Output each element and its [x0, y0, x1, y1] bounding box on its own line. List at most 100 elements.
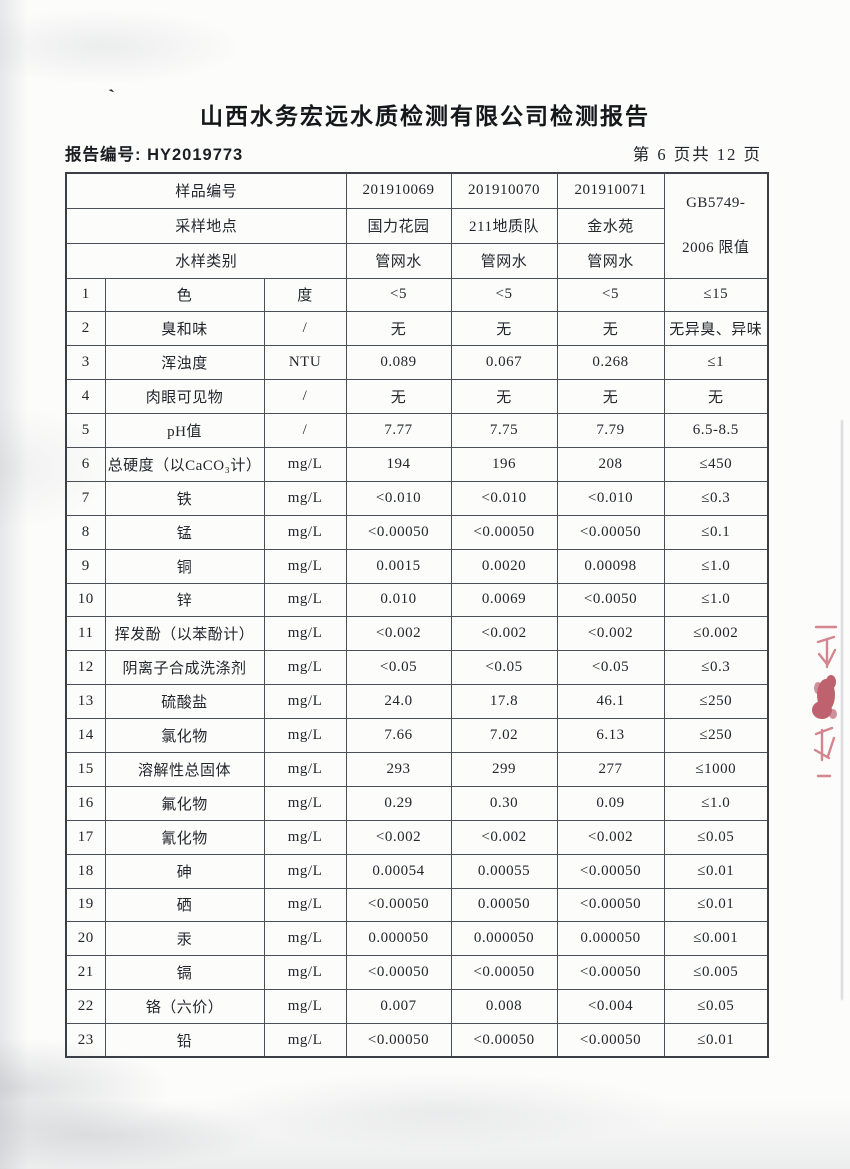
- row-number: 12: [65, 650, 106, 686]
- row-limit: ≤0.3: [663, 480, 769, 516]
- row-value-sample2: 0.0020: [450, 548, 558, 584]
- row-value-sample2: <0.00050: [450, 1023, 558, 1058]
- row-value-sample1: <0.010: [345, 480, 452, 516]
- row-value-sample3: 0.000050: [556, 921, 665, 957]
- row-item: 锌: [104, 582, 265, 618]
- row-item: 氰化物: [104, 819, 265, 855]
- row-unit: mg/L: [263, 582, 347, 618]
- row-value-sample3: 6.13: [556, 718, 665, 753]
- report-meta: 报告编号: HY2019773 第 6 页共 12 页: [65, 141, 762, 165]
- row-limit: ≤0.01: [663, 887, 769, 923]
- row-limit: ≤1.0: [663, 785, 769, 821]
- table-row: 1 色度 <5 <5 <5 ≤15: [65, 277, 769, 313]
- row-item: 氯化物: [104, 718, 265, 753]
- row-value-sample3: <0.00050: [556, 955, 665, 991]
- row-number: 7: [65, 480, 106, 516]
- row-unit: mg/L: [263, 718, 347, 753]
- row-value-sample1: 无: [345, 379, 452, 415]
- row-value-sample1: 无: [345, 311, 452, 347]
- row-value-sample3: 无: [556, 311, 665, 347]
- limit-standard-header: GB5749- 2006 限值: [663, 172, 769, 279]
- row-value-sample1: <5: [345, 277, 452, 313]
- sample-no-1: 201910069: [345, 172, 452, 209]
- table-row: 7 铁 mg/L <0.010 <0.010 <0.010 ≤0.3: [65, 480, 769, 516]
- row-value-sample2: 0.067: [450, 345, 558, 381]
- row-limit: ≤1.0: [663, 582, 769, 618]
- row-unit: 度: [263, 277, 347, 313]
- row-limit: ≤0.001: [663, 921, 769, 957]
- row-limit: ≤0.05: [663, 989, 769, 1025]
- row-value-sample3: <0.0050: [556, 582, 665, 618]
- row-value-sample1: <0.002: [345, 819, 452, 855]
- row-value-sample3: 208: [556, 446, 665, 482]
- row-unit: mg/L: [263, 446, 347, 482]
- water-type-1: 管网水: [345, 242, 452, 279]
- row-value-sample3: 0.268: [556, 345, 665, 381]
- row-value-sample2: 196: [450, 446, 558, 482]
- row-value-sample3: <0.00050: [556, 514, 665, 550]
- row-limit: ≤250: [663, 718, 769, 753]
- row-value-sample2: <0.05: [450, 650, 558, 686]
- row-unit: /: [263, 379, 347, 415]
- row-value-sample2: <0.002: [450, 616, 558, 652]
- row-limit: ≤0.002: [663, 616, 769, 652]
- row-value-sample1: 0.007: [345, 989, 452, 1025]
- row-number: 4: [65, 379, 106, 415]
- row-value-sample3: <0.010: [556, 480, 665, 516]
- row-limit: ≤250: [663, 684, 769, 720]
- row-value-sample3: 0.09: [556, 785, 665, 821]
- row-unit: mg/L: [263, 955, 347, 991]
- row-item: 臭和味: [104, 311, 265, 347]
- row-item: 砷: [104, 853, 265, 889]
- row-value-sample2: 0.00050: [450, 887, 558, 923]
- row-unit: /: [263, 413, 347, 448]
- row-number: 11: [65, 616, 106, 652]
- table-row: 8 锰 mg/L <0.00050 <0.00050 <0.00050 ≤0.1: [65, 514, 769, 550]
- table-row: 2 臭和味 / 无无无无异臭、异味: [65, 311, 769, 347]
- header-row-location: 采样地点 国力花园 211地质队 金水苑: [65, 207, 768, 244]
- row-limit: 无: [663, 379, 769, 415]
- row-limit: ≤0.01: [663, 853, 769, 889]
- row-limit: ≤0.1: [663, 514, 769, 550]
- row-value-sample3: 无: [556, 379, 665, 415]
- row-item: 氟化物: [104, 785, 265, 821]
- row-number: 23: [65, 1023, 106, 1058]
- row-value-sample2: <0.00050: [450, 514, 558, 550]
- row-value-sample1: <0.00050: [345, 887, 452, 923]
- scan-edge-line: [841, 420, 843, 1000]
- row-number: 19: [65, 887, 106, 923]
- row-item: 铜: [104, 548, 265, 584]
- row-unit: mg/L: [263, 1023, 347, 1058]
- row-item: 色: [104, 277, 265, 313]
- row-limit: 无异臭、异味: [663, 311, 769, 347]
- row-value-sample1: 0.089: [345, 345, 452, 381]
- row-value-sample1: 0.29: [345, 785, 452, 821]
- row-value-sample2: 0.0069: [450, 582, 558, 618]
- row-value-sample3: 7.79: [556, 413, 665, 448]
- row-item: 浑浊度: [104, 345, 265, 381]
- row-limit: ≤1: [663, 345, 769, 381]
- row-unit: mg/L: [263, 514, 347, 550]
- report-number: 报告编号: HY2019773: [65, 146, 244, 164]
- table-row: 12 阴离子合成洗涤剂 mg/L <0.05 <0.05 <0.05 ≤0.3: [65, 650, 769, 686]
- row-value-sample2: <0.002: [450, 819, 558, 855]
- table-row: 22 铬（六价） mg/L 0.007 0.008 <0.004 ≤0.05: [65, 989, 769, 1025]
- row-number: 18: [65, 853, 106, 889]
- table-row: 4 肉眼可见物 / 无无无无: [65, 379, 769, 415]
- row-number: 10: [65, 582, 106, 618]
- row-limit: ≤0.3: [663, 650, 769, 686]
- row-value-sample2: 0.008: [450, 989, 558, 1025]
- row-number: 16: [65, 785, 106, 821]
- row-number: 14: [65, 718, 106, 753]
- row-number: 17: [65, 819, 106, 855]
- row-unit: NTU: [263, 345, 347, 381]
- table-row: 3 浑浊度 NTU 0.089 0.067 0.268 ≤1: [65, 345, 769, 381]
- row-value-sample2: 无: [450, 311, 558, 347]
- row-value-sample1: 194: [345, 446, 452, 482]
- row-number: 8: [65, 514, 106, 550]
- table-row: 17 氰化物 mg/L <0.002 <0.002 <0.002 ≤0.05: [65, 819, 769, 855]
- row-number: 22: [65, 989, 106, 1025]
- row-unit: mg/L: [263, 853, 347, 889]
- row-item: 肉眼可见物: [104, 379, 265, 415]
- water-type-2: 管网水: [450, 242, 558, 279]
